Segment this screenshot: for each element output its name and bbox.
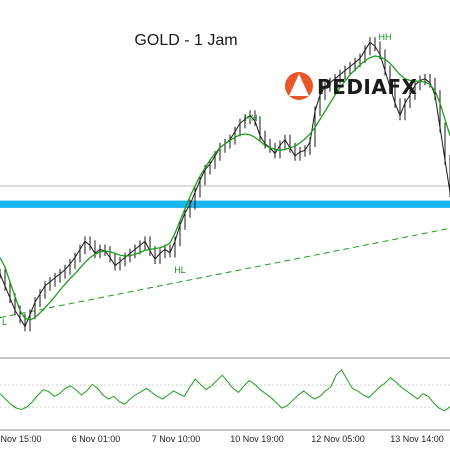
watermark-text: PEDIAFX xyxy=(317,75,418,99)
chart-title: GOLD - 1 Jam xyxy=(134,32,237,49)
x-tick-label: 6 Nov 01:00 xyxy=(72,434,121,444)
trendline xyxy=(0,227,450,319)
hh-label-mid: HH xyxy=(245,113,258,123)
x-tick-label: 13 Nov 14:00 xyxy=(390,434,444,444)
x-tick-label: Nov 15:00 xyxy=(0,434,41,444)
x-axis-ticks: Nov 15:00 6 Nov 01:00 7 Nov 10:00 10 Nov 19… xyxy=(0,434,443,444)
moving-average-line xyxy=(0,55,450,321)
oscillator-line xyxy=(0,369,450,412)
x-tick-label: 7 Nov 10:00 xyxy=(152,434,201,444)
x-tick-label: 12 Nov 05:00 xyxy=(311,434,365,444)
pediafx-logo-shape xyxy=(289,74,309,96)
hl-label: HL xyxy=(174,265,186,275)
hh-label-peak: HH xyxy=(379,32,392,42)
pediafx-watermark: PEDIAFX xyxy=(285,72,418,100)
low-label: L xyxy=(2,317,7,327)
x-tick-label: 10 Nov 19:00 xyxy=(230,434,284,444)
support-zone-band xyxy=(0,200,450,208)
